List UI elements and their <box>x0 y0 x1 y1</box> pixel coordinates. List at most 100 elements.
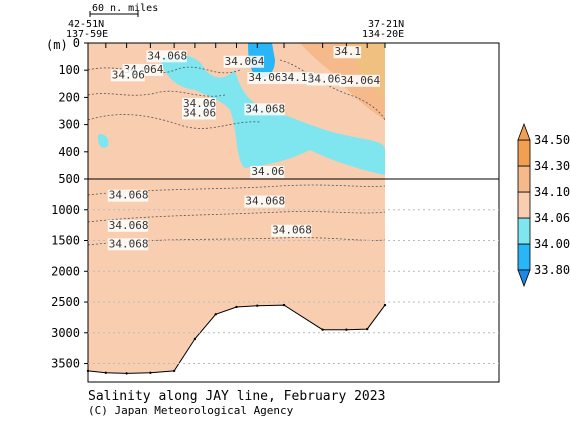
contour-label: 34.068 <box>107 219 149 232</box>
y-tick-label: 400 <box>58 145 80 159</box>
contour-label-bg <box>333 46 362 59</box>
contour-label-text: 34.06 <box>308 72 341 85</box>
fresh-water-patch-2 <box>97 134 109 148</box>
colorbar-level-label: 34.30 <box>534 159 570 173</box>
y-tick-label: 0 <box>73 36 80 50</box>
contour-label-bg <box>182 107 217 120</box>
y-tick-label: 1500 <box>51 234 80 248</box>
contour-label-text: 34.068 <box>245 195 285 208</box>
contour-2 <box>87 90 226 97</box>
contour-label: 34.1 <box>333 45 362 59</box>
colorbar-segment <box>517 243 531 271</box>
y-ticks-lower: 1000 1500 2000 2500 3000 3500 <box>51 203 88 371</box>
y-tick-label: 2500 <box>51 295 80 309</box>
contour-label-bg <box>247 72 282 85</box>
contour-label-bg <box>244 103 285 116</box>
contour-label-bg <box>306 73 341 86</box>
right-station-lon: 134-20E <box>362 29 404 40</box>
station-bottom-point <box>125 372 128 375</box>
lower-panel <box>86 179 387 375</box>
station-bottom-point <box>172 369 176 373</box>
left-station-lat: 42-51N <box>68 19 104 30</box>
colorbar: 33.80 34.00 34.06 34.10 34.30 34.50 <box>517 122 570 288</box>
chart-credit: (C) Japan Meteorological Agency <box>88 404 294 417</box>
colorbar-segment <box>517 165 531 193</box>
station-bottom-point <box>282 303 286 307</box>
contour-3 <box>87 114 261 129</box>
contour-label-bg <box>223 55 265 68</box>
contour-label: 34.06 <box>250 165 284 178</box>
contour-label-bg <box>339 74 380 87</box>
right-station-lat: 37-21N <box>368 19 404 30</box>
colorbar-segment <box>517 191 531 219</box>
contour-label-bg <box>250 165 285 178</box>
contour-label-text: 34.06 <box>248 71 281 84</box>
station-bottom-point <box>104 371 108 374</box>
contour-label: 34.064 <box>339 74 381 87</box>
contour-label-bg <box>146 50 187 63</box>
y-tick-label: 500 <box>58 172 80 186</box>
colorbar-level-label: 34.50 <box>534 133 570 147</box>
y-unit-label: (m) <box>46 38 68 52</box>
contour-label: 34.06 <box>306 72 341 86</box>
y-tick-label: 200 <box>58 90 80 104</box>
contour-label: 34.18 <box>280 71 315 85</box>
contour-label-bg <box>280 72 315 85</box>
contour-label-bg <box>107 189 149 202</box>
contour-labels: 34.06834.06434.0634.06434.134.0634.1834.… <box>107 45 381 251</box>
contour-label: 34.06 <box>247 71 282 85</box>
colorbar-level-label: 34.06 <box>534 211 570 225</box>
station-bottom-point <box>345 328 348 331</box>
contour-label-text: 34.1 <box>335 45 362 58</box>
contour-label-text: 34.068 <box>109 189 149 202</box>
contour-label-bg <box>110 69 145 82</box>
contour-label-text: 34.068 <box>245 102 285 115</box>
station-bottom-point <box>149 371 152 374</box>
contour-label-text: 34.06 <box>251 165 284 178</box>
contour-label-bg <box>107 238 149 251</box>
y-ticks-upper: 0 100 200 300 400 500 <box>58 36 88 186</box>
station-bottom-point <box>235 305 238 309</box>
contour-label-text: 34.068 <box>109 237 149 250</box>
contour-label: 34.068 <box>244 102 285 116</box>
contour-label: 34.068 <box>107 189 149 202</box>
contour-6 <box>87 211 386 223</box>
contour-label-text: 34.068 <box>147 49 187 62</box>
station-bottom-point <box>214 313 217 316</box>
contour-label: 34.068 <box>244 195 285 208</box>
contour-label: 34.068 <box>271 224 312 237</box>
y-tick-label: 300 <box>58 118 80 132</box>
scale-bar-label: 60 n. miles <box>92 3 158 14</box>
contour-label-text: 34.18 <box>281 71 314 84</box>
colorbar-level-label: 34.10 <box>534 185 570 199</box>
station-ticks <box>87 43 386 48</box>
station-bottom-point <box>256 304 259 307</box>
contour-label-text: 34.068 <box>272 224 312 237</box>
contour-label: 34.06 <box>182 97 216 110</box>
contour-label-bg <box>271 224 312 237</box>
contour-label-bg <box>182 97 217 110</box>
left-station-lon: 137-59E <box>66 29 108 40</box>
contour-label-text: 34.06 <box>112 68 145 81</box>
contour-label-text: 34.064 <box>225 55 265 68</box>
y-tick-label: 3500 <box>51 357 80 371</box>
ocean-body <box>88 179 385 374</box>
plot-frame <box>87 42 500 383</box>
contour-label-bg <box>244 195 285 208</box>
colorbar-segment <box>517 139 531 167</box>
colorbar-bottom-arrow <box>517 269 531 288</box>
contour-label-bg <box>107 219 149 232</box>
contour-label: 34.068 <box>146 49 187 63</box>
contour-label: 34.064 <box>223 55 265 68</box>
colorbar-level-label: 33.80 <box>534 263 570 277</box>
station-bottom-point <box>365 327 369 331</box>
y-tick-label: 2000 <box>51 264 80 278</box>
y-tick-label: 3000 <box>51 326 80 340</box>
depth-grid <box>88 209 499 365</box>
contour-label-text: 34.06 <box>183 97 216 110</box>
colorbar-top-arrow <box>517 122 531 141</box>
station-bottom-point <box>321 328 324 331</box>
chart-title: Salinity along JAY line, February 2023 <box>88 389 385 404</box>
station-bottom-point <box>383 303 387 307</box>
